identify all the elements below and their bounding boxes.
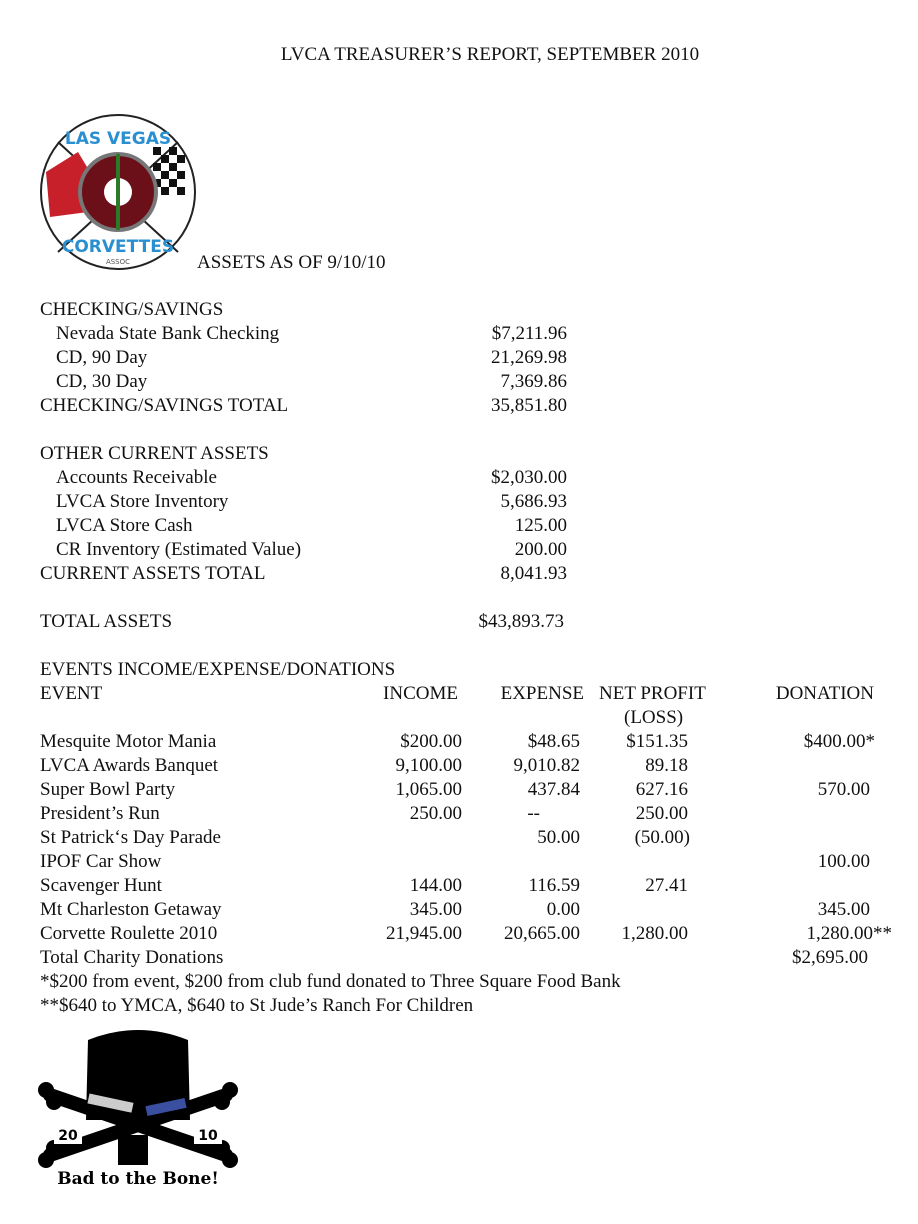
- event-donation: 100.00: [817, 851, 870, 872]
- event-net: 627.16: [635, 779, 688, 800]
- event-donation: 345.00: [817, 899, 870, 920]
- event-expense: 50.00: [537, 827, 580, 848]
- footnote: **$640 to YMCA, $640 to St Jude’s Ranch …: [40, 995, 474, 1016]
- svg-text:Bad to the Bone!: Bad to the Bone!: [57, 1169, 219, 1189]
- total-donations-label: Total Charity Donations: [40, 947, 224, 968]
- event-expense: $48.65: [527, 731, 580, 752]
- svg-text:CORVETTES: CORVETTES: [62, 237, 174, 257]
- event-name: President’s Run: [40, 803, 160, 824]
- event-expense: 437.84: [527, 779, 580, 800]
- checking-total: 35,851.80: [491, 395, 567, 416]
- event-donation: 1,280.00**: [806, 923, 893, 944]
- event-expense: 20,665.00: [504, 923, 580, 944]
- event-income: 21,945.00: [386, 923, 462, 944]
- event-name: Super Bowl Party: [40, 779, 176, 800]
- other-heading: OTHER CURRENT ASSETS: [40, 443, 269, 464]
- asset-amount: 200.00: [514, 539, 567, 560]
- footnote: *$200 from event, $200 from club fund do…: [40, 971, 621, 992]
- event-expense: 9,010.82: [513, 755, 581, 776]
- asset-amount: $7,211.96: [491, 323, 567, 344]
- col-donation: DONATION: [775, 683, 874, 704]
- asset-amount: 125.00: [514, 515, 567, 536]
- event-net: 250.00: [635, 803, 688, 824]
- current-total-label: CURRENT ASSETS TOTAL: [40, 563, 266, 584]
- event-income: 250.00: [409, 803, 462, 824]
- event-net: 1,280.00: [621, 923, 689, 944]
- svg-text:LAS VEGAS: LAS VEGAS: [65, 129, 171, 149]
- col-income: INCOME: [383, 683, 458, 704]
- event-income: 345.00: [409, 899, 462, 920]
- col-net-sub: (LOSS): [624, 707, 684, 728]
- event-name: Mesquite Motor Mania: [40, 731, 217, 752]
- asset-label: CR Inventory (Estimated Value): [56, 539, 302, 560]
- event-name: Corvette Roulette 2010: [40, 923, 218, 944]
- event-net: 89.18: [645, 755, 688, 776]
- event-donation: $400.00*: [803, 731, 875, 752]
- total-assets-amount: $43,893.73: [478, 611, 565, 632]
- asset-amount: 21,269.98: [491, 347, 567, 368]
- total-donations: $2,695.00: [792, 947, 868, 968]
- checking-heading: CHECKING/SAVINGS: [40, 299, 224, 320]
- col-net: NET PROFIT: [599, 683, 706, 704]
- total-assets-label: TOTAL ASSETS: [40, 611, 173, 632]
- event-income: 144.00: [409, 875, 462, 896]
- current-total: 8,041.93: [500, 563, 568, 584]
- event-net: $151.35: [626, 731, 688, 752]
- asset-label: Accounts Receivable: [56, 467, 217, 488]
- bad-to-the-bone-logo: 20 10 Bad to the Bone!: [38, 1030, 238, 1190]
- event-income: $200.00: [400, 731, 462, 752]
- svg-text:10: 10: [198, 1128, 218, 1144]
- asset-amount: 7,369.86: [500, 371, 568, 392]
- svg-text:20: 20: [58, 1128, 78, 1144]
- asset-label: LVCA Store Inventory: [56, 491, 229, 512]
- asset-amount: $2,030.00: [491, 467, 567, 488]
- report-title: LVCA TREASURER’S REPORT, SEPTEMBER 2010: [280, 44, 700, 65]
- event-expense: 0.00: [546, 899, 580, 920]
- event-net: (50.00): [634, 827, 690, 848]
- event-net: 27.41: [645, 875, 688, 896]
- asset-amount: 5,686.93: [500, 491, 568, 512]
- event-name: LVCA Awards Banquet: [40, 755, 219, 776]
- asset-label: Nevada State Bank Checking: [56, 323, 280, 344]
- las-vegas-corvettes-logo: LAS VEGAS CORVETTES ASSOC: [38, 112, 198, 272]
- svg-text:ASSOC: ASSOC: [106, 258, 130, 266]
- col-expense: EXPENSE: [500, 683, 584, 704]
- assets-heading: ASSETS AS OF 9/10/10: [197, 252, 386, 273]
- event-donation: 570.00: [817, 779, 870, 800]
- event-name: St Patrick‘s Day Parade: [40, 827, 221, 848]
- event-name: Scavenger Hunt: [40, 875, 162, 896]
- event-expense: 116.59: [528, 875, 580, 896]
- event-income: 1,065.00: [395, 779, 463, 800]
- asset-label: CD, 30 Day: [56, 371, 148, 392]
- asset-label: LVCA Store Cash: [56, 515, 193, 536]
- event-income: 9,100.00: [395, 755, 463, 776]
- asset-label: CD, 90 Day: [56, 347, 148, 368]
- checking-total-label: CHECKING/SAVINGS TOTAL: [40, 395, 289, 416]
- event-expense: --: [527, 803, 540, 824]
- col-event: EVENT: [40, 683, 103, 704]
- event-name: Mt Charleston Getaway: [40, 899, 222, 920]
- events-heading: EVENTS INCOME/EXPENSE/DONATIONS: [40, 659, 396, 680]
- event-name: IPOF Car Show: [40, 851, 162, 872]
